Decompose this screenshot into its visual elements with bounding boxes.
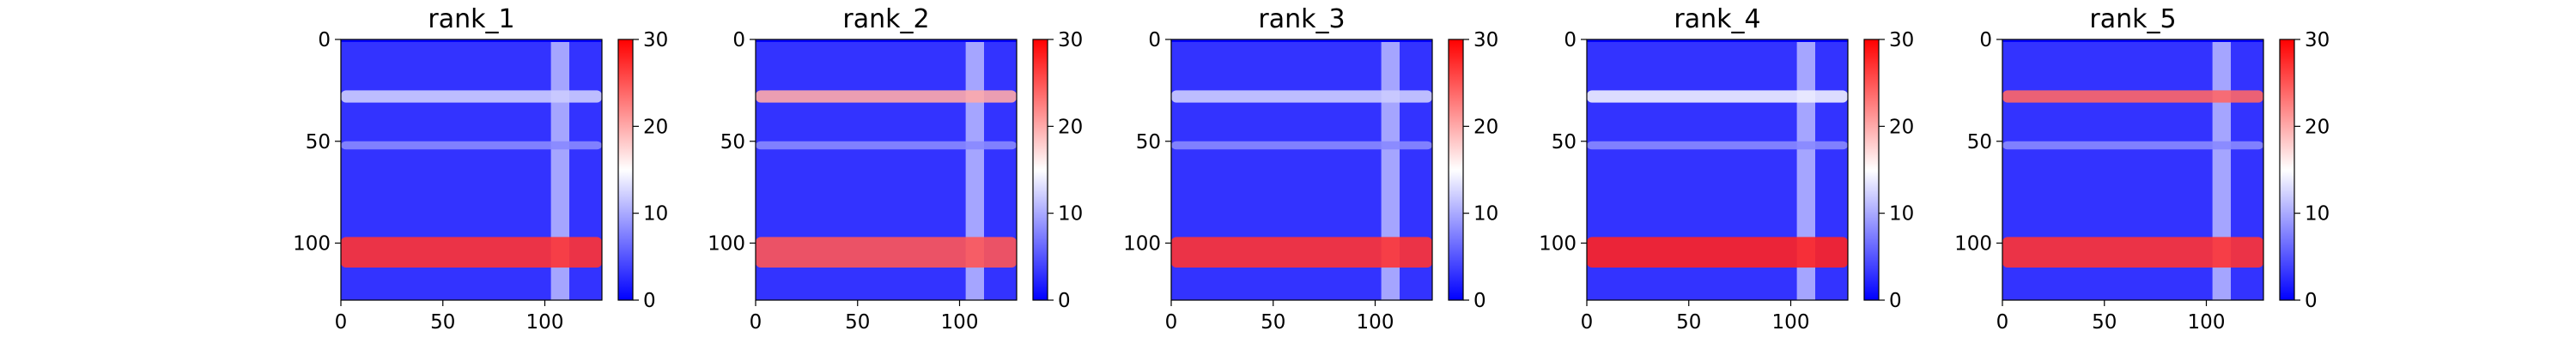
heatmap-vertical-band [2212,39,2231,300]
heatmap-cells [341,39,602,300]
heatmap-horizontal-band [1587,90,1848,103]
colorbar-tick-label: 10 [1473,203,1498,226]
panel-title: rank_4 [1674,4,1760,34]
panel-title: rank_2 [842,4,929,34]
colorbar-tick-label: 30 [1058,29,1083,51]
colorbar-tick-label: 20 [1473,116,1498,138]
x-tick-label: 50 [430,311,455,334]
heatmap-vertical-band [1796,39,1815,300]
y-tick-label: 0 [318,29,331,51]
y-tick-label: 100 [1954,233,1992,256]
heatmap-vertical-band [1381,39,1400,300]
colorbar-tick-label: 20 [2305,116,2330,138]
x-tick-label: 50 [845,311,870,334]
heatmap-horizontal-band [756,90,1017,103]
heatmap-cells [756,39,1017,300]
panel-title: rank_1 [428,4,514,34]
heatmap-horizontal-band [756,237,1017,268]
y-tick-label: 50 [1552,131,1577,153]
colorbar [617,39,634,301]
heatmap-cells [2002,39,2263,300]
colorbar-tick-label: 10 [1889,203,1914,226]
colorbar [1032,39,1048,301]
heatmap-horizontal-band [1587,237,1848,268]
colorbar-tick-label: 20 [643,116,668,138]
heatmap-panel-3: 0 50 100 0 50 100 rank_3 0 10 20 30 [1123,4,1498,334]
colorbar-tick-label: 20 [1889,116,1914,138]
y-tick-label: 50 [306,131,331,153]
x-tick-label: 50 [1261,311,1285,334]
colorbar [1863,39,1880,301]
heatmap-panel-1: 0 50 100 0 50 100 rank_1 0 10 20 30 [293,4,668,334]
axes-frame [1170,39,1433,301]
colorbar-tick-label: 10 [1058,203,1083,226]
heatmap-panel-2: 0 50 100 0 50 100 rank_2 0 10 20 30 [708,4,1083,334]
colorbar-tick-label: 0 [1889,290,1902,312]
colorbar-tick-label: 30 [1889,29,1914,51]
heatmap-horizontal-band [341,237,602,268]
colorbar-tick-label: 10 [2305,203,2330,226]
heatmap-horizontal-band [341,141,602,150]
y-tick-label: 100 [1539,233,1577,256]
panel-title: rank_5 [2089,4,2176,34]
heatmap-horizontal-band [2002,141,2263,150]
colorbar-tick-label: 30 [643,29,668,51]
y-tick-label: 0 [1564,29,1577,51]
colorbar-tick-label: 0 [1058,290,1071,312]
axes-frame [1586,39,1849,301]
colorbar-tick-label: 30 [2305,29,2330,51]
x-tick-label: 100 [526,311,564,334]
x-tick-label: 0 [1581,311,1594,334]
colorbar-tick-label: 0 [643,290,656,312]
y-tick-label: 0 [1148,29,1161,51]
colorbar-tick-label: 0 [2305,290,2318,312]
y-tick-label: 50 [1967,131,1992,153]
heatmap-horizontal-band [2002,90,2263,103]
heatmap-horizontal-band [1171,237,1432,268]
heatmap-vertical-band [550,39,569,300]
x-tick-label: 50 [1676,311,1701,334]
y-tick-label: 0 [732,29,745,51]
colorbar-tick-label: 0 [1473,290,1486,312]
heatmap-horizontal-band [1171,141,1432,150]
axes-frame [340,39,603,301]
x-tick-label: 0 [1165,311,1178,334]
y-tick-label: 50 [1136,131,1161,153]
x-tick-label: 100 [2188,311,2226,334]
y-tick-label: 0 [1979,29,1992,51]
colorbar-tick-label: 20 [1058,116,1083,138]
x-tick-label: 0 [1996,311,2009,334]
panel-title: rank_3 [1258,4,1345,34]
heatmap-horizontal-band [1171,90,1432,103]
heatmap-horizontal-band [1587,141,1848,150]
axes-frame [755,39,1018,301]
heatmap-panel-4: 0 50 100 0 50 100 rank_4 0 10 20 30 [1539,4,1914,334]
x-tick-label: 100 [941,311,979,334]
x-tick-label: 0 [750,311,762,334]
heatmap-horizontal-band [2002,237,2263,268]
heatmap-horizontal-band [756,141,1017,150]
x-tick-label: 0 [335,311,348,334]
y-tick-label: 50 [720,131,745,153]
heatmap-cells [1587,39,1848,300]
y-tick-label: 100 [1123,233,1161,256]
colorbar-tick-label: 10 [643,203,668,226]
x-tick-label: 100 [1357,311,1394,334]
y-tick-label: 100 [293,233,331,256]
colorbar [1448,39,1464,301]
x-tick-label: 100 [1772,311,1810,334]
heatmap-panel-5: 0 50 100 0 50 100 rank_5 0 10 20 30 [1954,4,2330,334]
heatmap-cells [1171,39,1432,300]
x-tick-label: 50 [2092,311,2117,334]
colorbar-tick-label: 30 [1473,29,1498,51]
colorbar [2279,39,2295,301]
y-tick-label: 100 [708,233,745,256]
heatmap-horizontal-band [341,90,602,103]
axes-frame [2002,39,2264,301]
heatmap-vertical-band [965,39,984,300]
